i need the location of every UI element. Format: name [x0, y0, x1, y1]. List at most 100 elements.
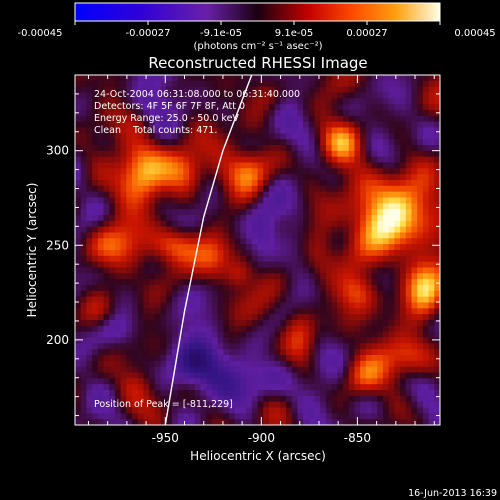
heatmap-cell	[211, 98, 219, 105]
heatmap-cell	[428, 384, 435, 391]
heatmap-cell	[234, 337, 241, 344]
heatmap-cell	[405, 314, 413, 321]
heatmap-cell	[75, 413, 82, 420]
heatmap-cell	[257, 401, 264, 409]
heatmap-cell	[75, 360, 82, 368]
heatmap-cell	[343, 203, 350, 210]
heatmap-cell	[217, 250, 224, 257]
heatmap-cell	[114, 220, 122, 228]
heatmap-cell	[97, 92, 105, 99]
heatmap-cell	[422, 86, 430, 94]
heatmap-cell	[120, 197, 127, 204]
heatmap-cell	[257, 75, 264, 82]
heatmap-cell	[325, 185, 333, 193]
heatmap-cell	[394, 156, 401, 164]
heatmap-cell	[103, 255, 110, 263]
heatmap-cell	[103, 115, 110, 123]
heatmap-cell	[223, 343, 230, 350]
heatmap-cell	[377, 390, 384, 397]
heatmap-cell	[75, 180, 82, 187]
heatmap-cell	[405, 238, 413, 245]
heatmap-cell	[360, 92, 367, 99]
heatmap-cell	[411, 250, 418, 257]
heatmap-cell	[428, 127, 435, 134]
heatmap-cell	[154, 384, 162, 391]
heatmap-cell	[274, 366, 281, 374]
heatmap-cell	[303, 220, 310, 228]
heatmap-cell	[337, 133, 344, 140]
heatmap-cell	[97, 156, 105, 164]
heatmap-cell	[320, 261, 327, 269]
heatmap-cell	[234, 320, 241, 327]
heatmap-cell	[286, 285, 293, 292]
heatmap-cell	[177, 185, 184, 193]
heatmap-cell	[143, 349, 150, 356]
heatmap-cell	[143, 401, 150, 409]
heatmap-cell	[337, 349, 344, 356]
heatmap-cell	[217, 209, 224, 216]
heatmap-cell	[400, 355, 407, 362]
heatmap-cell	[422, 413, 430, 420]
heatmap-cell	[308, 390, 316, 397]
heatmap-cell	[211, 261, 219, 269]
heatmap-cell	[286, 145, 293, 152]
heatmap-cell	[394, 337, 401, 344]
heatmap-cell	[348, 378, 356, 385]
heatmap-cell	[320, 302, 327, 309]
heatmap-cell	[422, 285, 430, 292]
heatmap-cell	[434, 150, 440, 158]
heatmap-cell	[382, 390, 390, 397]
heatmap-cell	[320, 226, 327, 234]
heatmap-cell	[348, 162, 356, 169]
heatmap-cell	[263, 337, 270, 344]
heatmap-cell	[428, 80, 435, 88]
heatmap-cell	[211, 419, 219, 425]
heatmap-cell	[348, 273, 356, 280]
heatmap-cell	[371, 372, 378, 379]
heatmap-cell	[286, 98, 293, 105]
heatmap-cell	[132, 104, 139, 111]
heatmap-cell	[337, 80, 344, 88]
colorbar-tick-label: -9.1e-05	[200, 28, 242, 39]
heatmap-cell	[400, 180, 407, 187]
heatmap-cell	[331, 203, 338, 210]
heatmap-cell	[80, 401, 87, 409]
heatmap-cell	[382, 366, 390, 374]
heatmap-cell	[143, 261, 150, 269]
heatmap-cell	[160, 360, 167, 368]
heatmap-cell	[360, 290, 367, 298]
heatmap-cell	[228, 104, 236, 111]
heatmap-cell	[280, 390, 287, 397]
heatmap-cell	[126, 285, 133, 292]
heatmap-cell	[149, 185, 156, 193]
heatmap-cell	[160, 86, 167, 94]
heatmap-cell	[365, 80, 373, 88]
heatmap-cell	[297, 244, 304, 251]
heatmap-cell	[354, 110, 361, 117]
heatmap-cell	[308, 121, 316, 129]
heatmap-cell	[337, 209, 344, 216]
heatmap-cell	[103, 86, 110, 94]
heatmap-cell	[86, 355, 93, 362]
heatmap-cell	[343, 250, 350, 257]
heatmap-cell	[80, 413, 87, 420]
heatmap-cell	[166, 314, 173, 321]
heatmap-cell	[246, 366, 253, 374]
heatmap-cell	[337, 267, 344, 274]
heatmap-cell	[422, 180, 430, 187]
heatmap-cell	[126, 302, 133, 309]
heatmap-cell	[422, 349, 430, 356]
heatmap-cell	[240, 197, 247, 204]
heatmap-cell	[114, 261, 122, 269]
heatmap-cell	[314, 98, 321, 105]
heatmap-cell	[80, 220, 87, 228]
heatmap-cell	[274, 273, 281, 280]
heatmap-cell	[200, 145, 207, 152]
heatmap-cell	[320, 197, 327, 204]
heatmap-cell	[246, 349, 253, 356]
heatmap-cell	[320, 250, 327, 257]
heatmap-cell	[234, 302, 241, 309]
heatmap-cell	[308, 302, 316, 309]
heatmap-cell	[365, 366, 373, 374]
heatmap-cell	[343, 209, 350, 216]
